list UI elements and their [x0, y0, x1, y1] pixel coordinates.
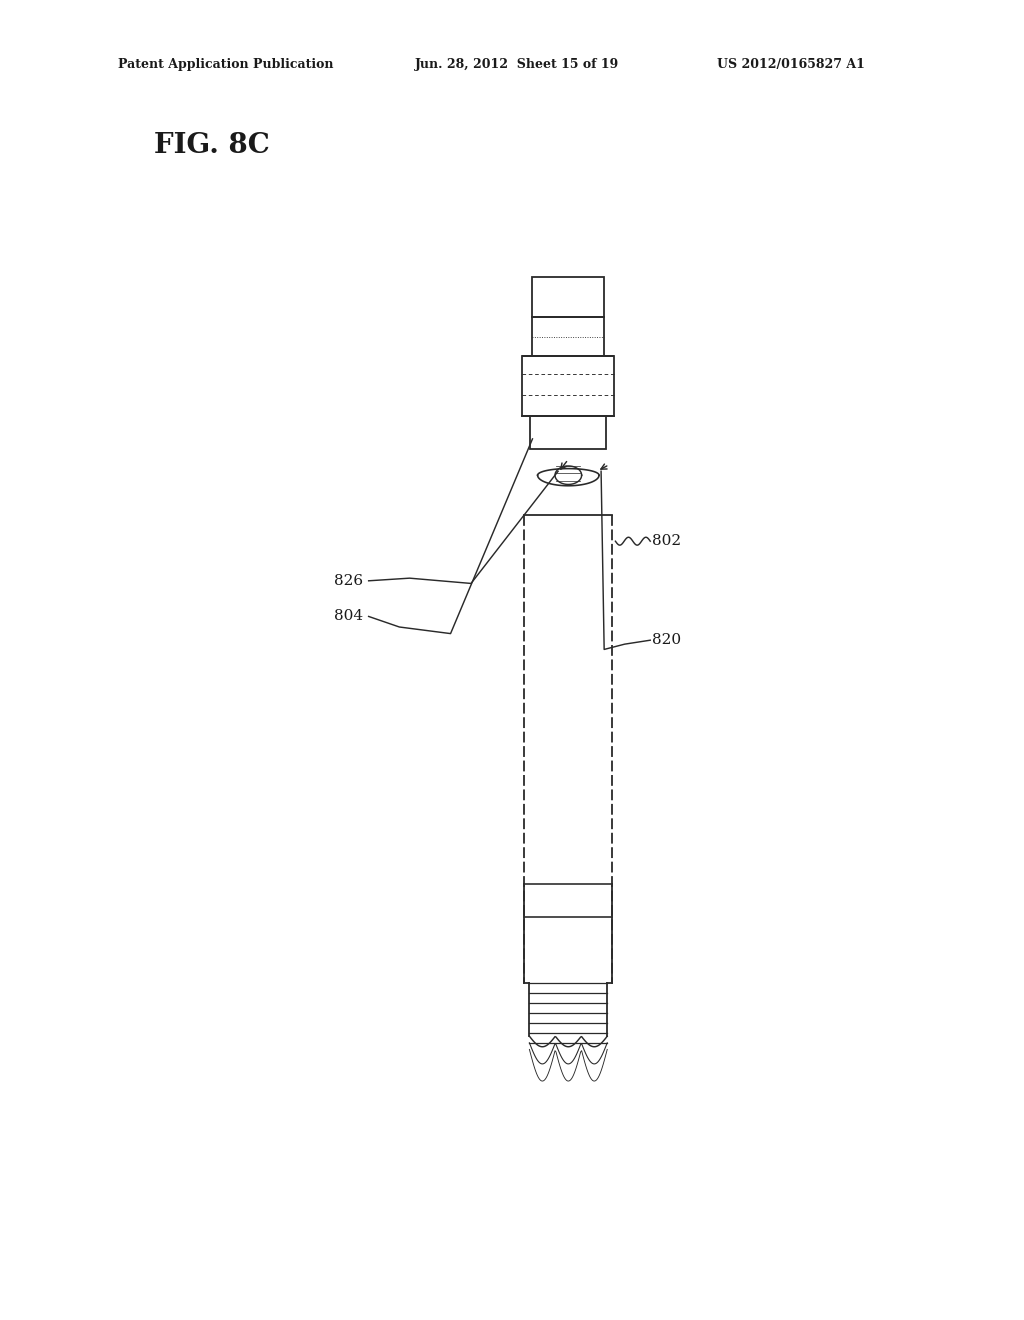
Text: US 2012/0165827 A1: US 2012/0165827 A1	[717, 58, 864, 71]
Bar	[532, 277, 604, 317]
Text: 820: 820	[652, 634, 681, 647]
Bar	[530, 416, 606, 449]
Text: FIG. 8C: FIG. 8C	[154, 132, 269, 158]
Text: 826: 826	[335, 574, 364, 587]
Text: 802: 802	[652, 535, 681, 548]
Text: 804: 804	[335, 610, 364, 623]
Bar	[532, 317, 604, 356]
Bar	[522, 356, 614, 416]
Text: Jun. 28, 2012  Sheet 15 of 19: Jun. 28, 2012 Sheet 15 of 19	[415, 58, 618, 71]
Text: Patent Application Publication: Patent Application Publication	[118, 58, 333, 71]
